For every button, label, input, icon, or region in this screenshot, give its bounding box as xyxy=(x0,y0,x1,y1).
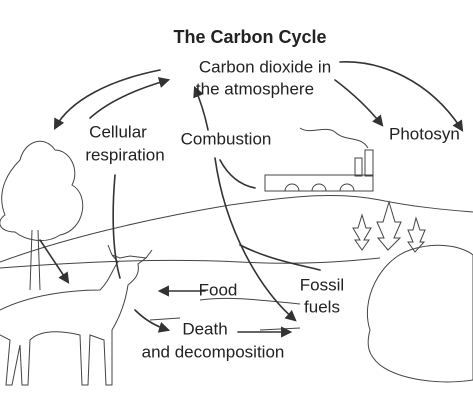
node-label: Death xyxy=(182,319,227,338)
landscape xyxy=(0,127,473,386)
node-label: Carbon dioxide in xyxy=(199,57,331,76)
node-label: and decomposition xyxy=(142,342,285,361)
node-label: Cellular xyxy=(89,122,147,141)
node-label: Food xyxy=(199,280,238,299)
node-label: Combustion xyxy=(181,129,272,148)
node-label: respiration xyxy=(85,145,164,164)
node-label: fuels xyxy=(304,297,340,316)
node-label: the atmosphere xyxy=(196,79,314,98)
node-label: Photosyn xyxy=(389,124,460,143)
arrows xyxy=(39,61,464,338)
title: The Carbon Cycle xyxy=(173,27,326,47)
node-label: Fossil xyxy=(300,275,344,294)
